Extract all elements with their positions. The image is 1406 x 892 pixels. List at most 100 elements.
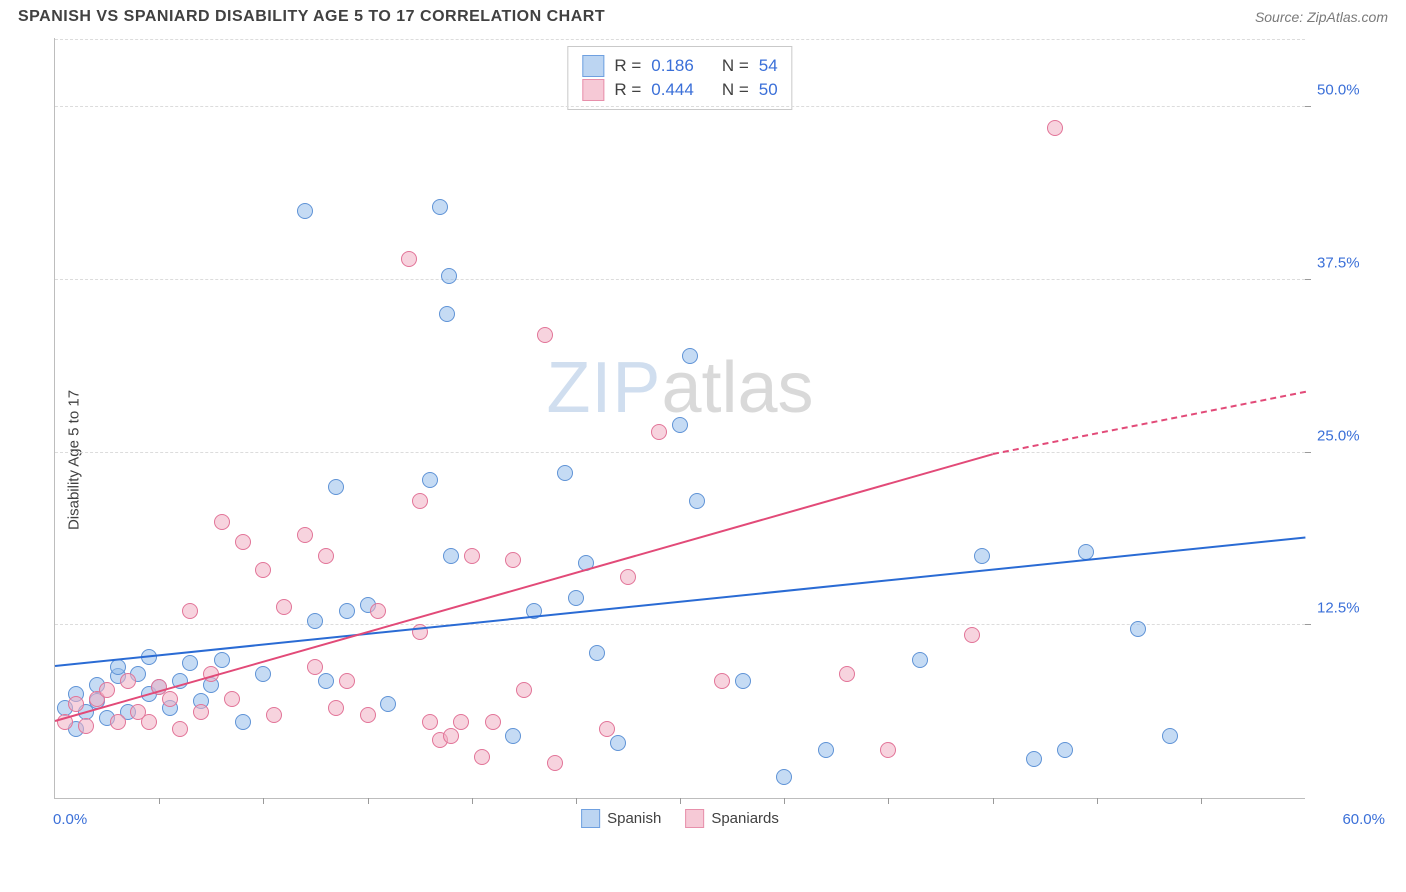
data-point (422, 472, 438, 488)
data-point (328, 479, 344, 495)
data-point (307, 613, 323, 629)
data-point (1130, 621, 1146, 637)
data-point (453, 714, 469, 730)
gridline (55, 39, 1305, 40)
data-point (682, 348, 698, 364)
x-axis-label: 60.0% (1342, 811, 1385, 828)
data-point (235, 714, 251, 730)
data-point (441, 268, 457, 284)
data-point (818, 742, 834, 758)
plot-area: ZIPatlas R =0.186N =54R =0.444N =50 Span… (54, 38, 1305, 799)
data-point (839, 666, 855, 682)
right-tick (1305, 279, 1311, 280)
data-point (1026, 751, 1042, 767)
legend-swatch (581, 809, 600, 828)
legend-r-label: R = (614, 56, 641, 76)
x-tick (888, 798, 889, 804)
data-point (599, 721, 615, 737)
data-point (432, 199, 448, 215)
x-tick (472, 798, 473, 804)
right-tick (1305, 106, 1311, 107)
data-point (297, 527, 313, 543)
data-point (776, 769, 792, 785)
legend-stat-row: R =0.444N =50 (582, 79, 777, 101)
data-point (443, 548, 459, 564)
data-point (339, 673, 355, 689)
legend-n-label: N = (722, 80, 749, 100)
legend-item: Spaniards (685, 809, 779, 828)
data-point (110, 714, 126, 730)
x-tick (1201, 798, 1202, 804)
data-point (422, 714, 438, 730)
data-point (318, 548, 334, 564)
data-point (714, 673, 730, 689)
data-point (141, 714, 157, 730)
x-tick (993, 798, 994, 804)
data-point (651, 424, 667, 440)
watermark-zip: ZIP (546, 348, 661, 428)
data-point (568, 590, 584, 606)
gridline (55, 452, 1305, 453)
data-point (1057, 742, 1073, 758)
data-point (505, 728, 521, 744)
legend-swatch (582, 55, 604, 77)
data-point (537, 327, 553, 343)
data-point (235, 534, 251, 550)
right-tick (1305, 452, 1311, 453)
legend-swatch (685, 809, 704, 828)
data-point (516, 682, 532, 698)
data-point (380, 696, 396, 712)
legend-r-label: R = (614, 80, 641, 100)
data-point (464, 548, 480, 564)
legend-stats: R =0.186N =54R =0.444N =50 (567, 46, 792, 110)
trendline (55, 536, 1305, 666)
data-point (735, 673, 751, 689)
data-point (172, 721, 188, 737)
x-axis-label: 0.0% (53, 811, 87, 828)
y-tick-label: 12.5% (1317, 600, 1387, 617)
data-point (912, 652, 928, 668)
data-point (880, 742, 896, 758)
data-point (328, 700, 344, 716)
x-tick (680, 798, 681, 804)
data-point (672, 417, 688, 433)
legend-label: Spaniards (711, 810, 779, 827)
source-label: Source: ZipAtlas.com (1255, 9, 1388, 25)
data-point (99, 682, 115, 698)
data-point (443, 728, 459, 744)
data-point (193, 704, 209, 720)
data-point (439, 306, 455, 322)
data-point (339, 603, 355, 619)
data-point (68, 696, 84, 712)
data-point (547, 755, 563, 771)
data-point (162, 691, 178, 707)
chart-title: SPANISH VS SPANIARD DISABILITY AGE 5 TO … (18, 8, 605, 26)
data-point (214, 514, 230, 530)
data-point (689, 493, 705, 509)
gridline (55, 624, 1305, 625)
data-point (360, 707, 376, 723)
legend-n-value: 50 (759, 80, 778, 100)
x-tick (368, 798, 369, 804)
data-point (307, 659, 323, 675)
data-point (557, 465, 573, 481)
data-point (224, 691, 240, 707)
data-point (589, 645, 605, 661)
data-point (318, 673, 334, 689)
gridline (55, 106, 1305, 107)
data-point (214, 652, 230, 668)
data-point (255, 562, 271, 578)
x-tick (1097, 798, 1098, 804)
y-tick-label: 37.5% (1317, 254, 1387, 271)
x-tick (576, 798, 577, 804)
legend-r-value: 0.186 (651, 56, 694, 76)
data-point (1162, 728, 1178, 744)
data-point (485, 714, 501, 730)
legend-item: Spanish (581, 809, 661, 828)
x-tick (159, 798, 160, 804)
x-tick (784, 798, 785, 804)
data-point (370, 603, 386, 619)
data-point (412, 493, 428, 509)
x-tick (263, 798, 264, 804)
data-point (974, 548, 990, 564)
